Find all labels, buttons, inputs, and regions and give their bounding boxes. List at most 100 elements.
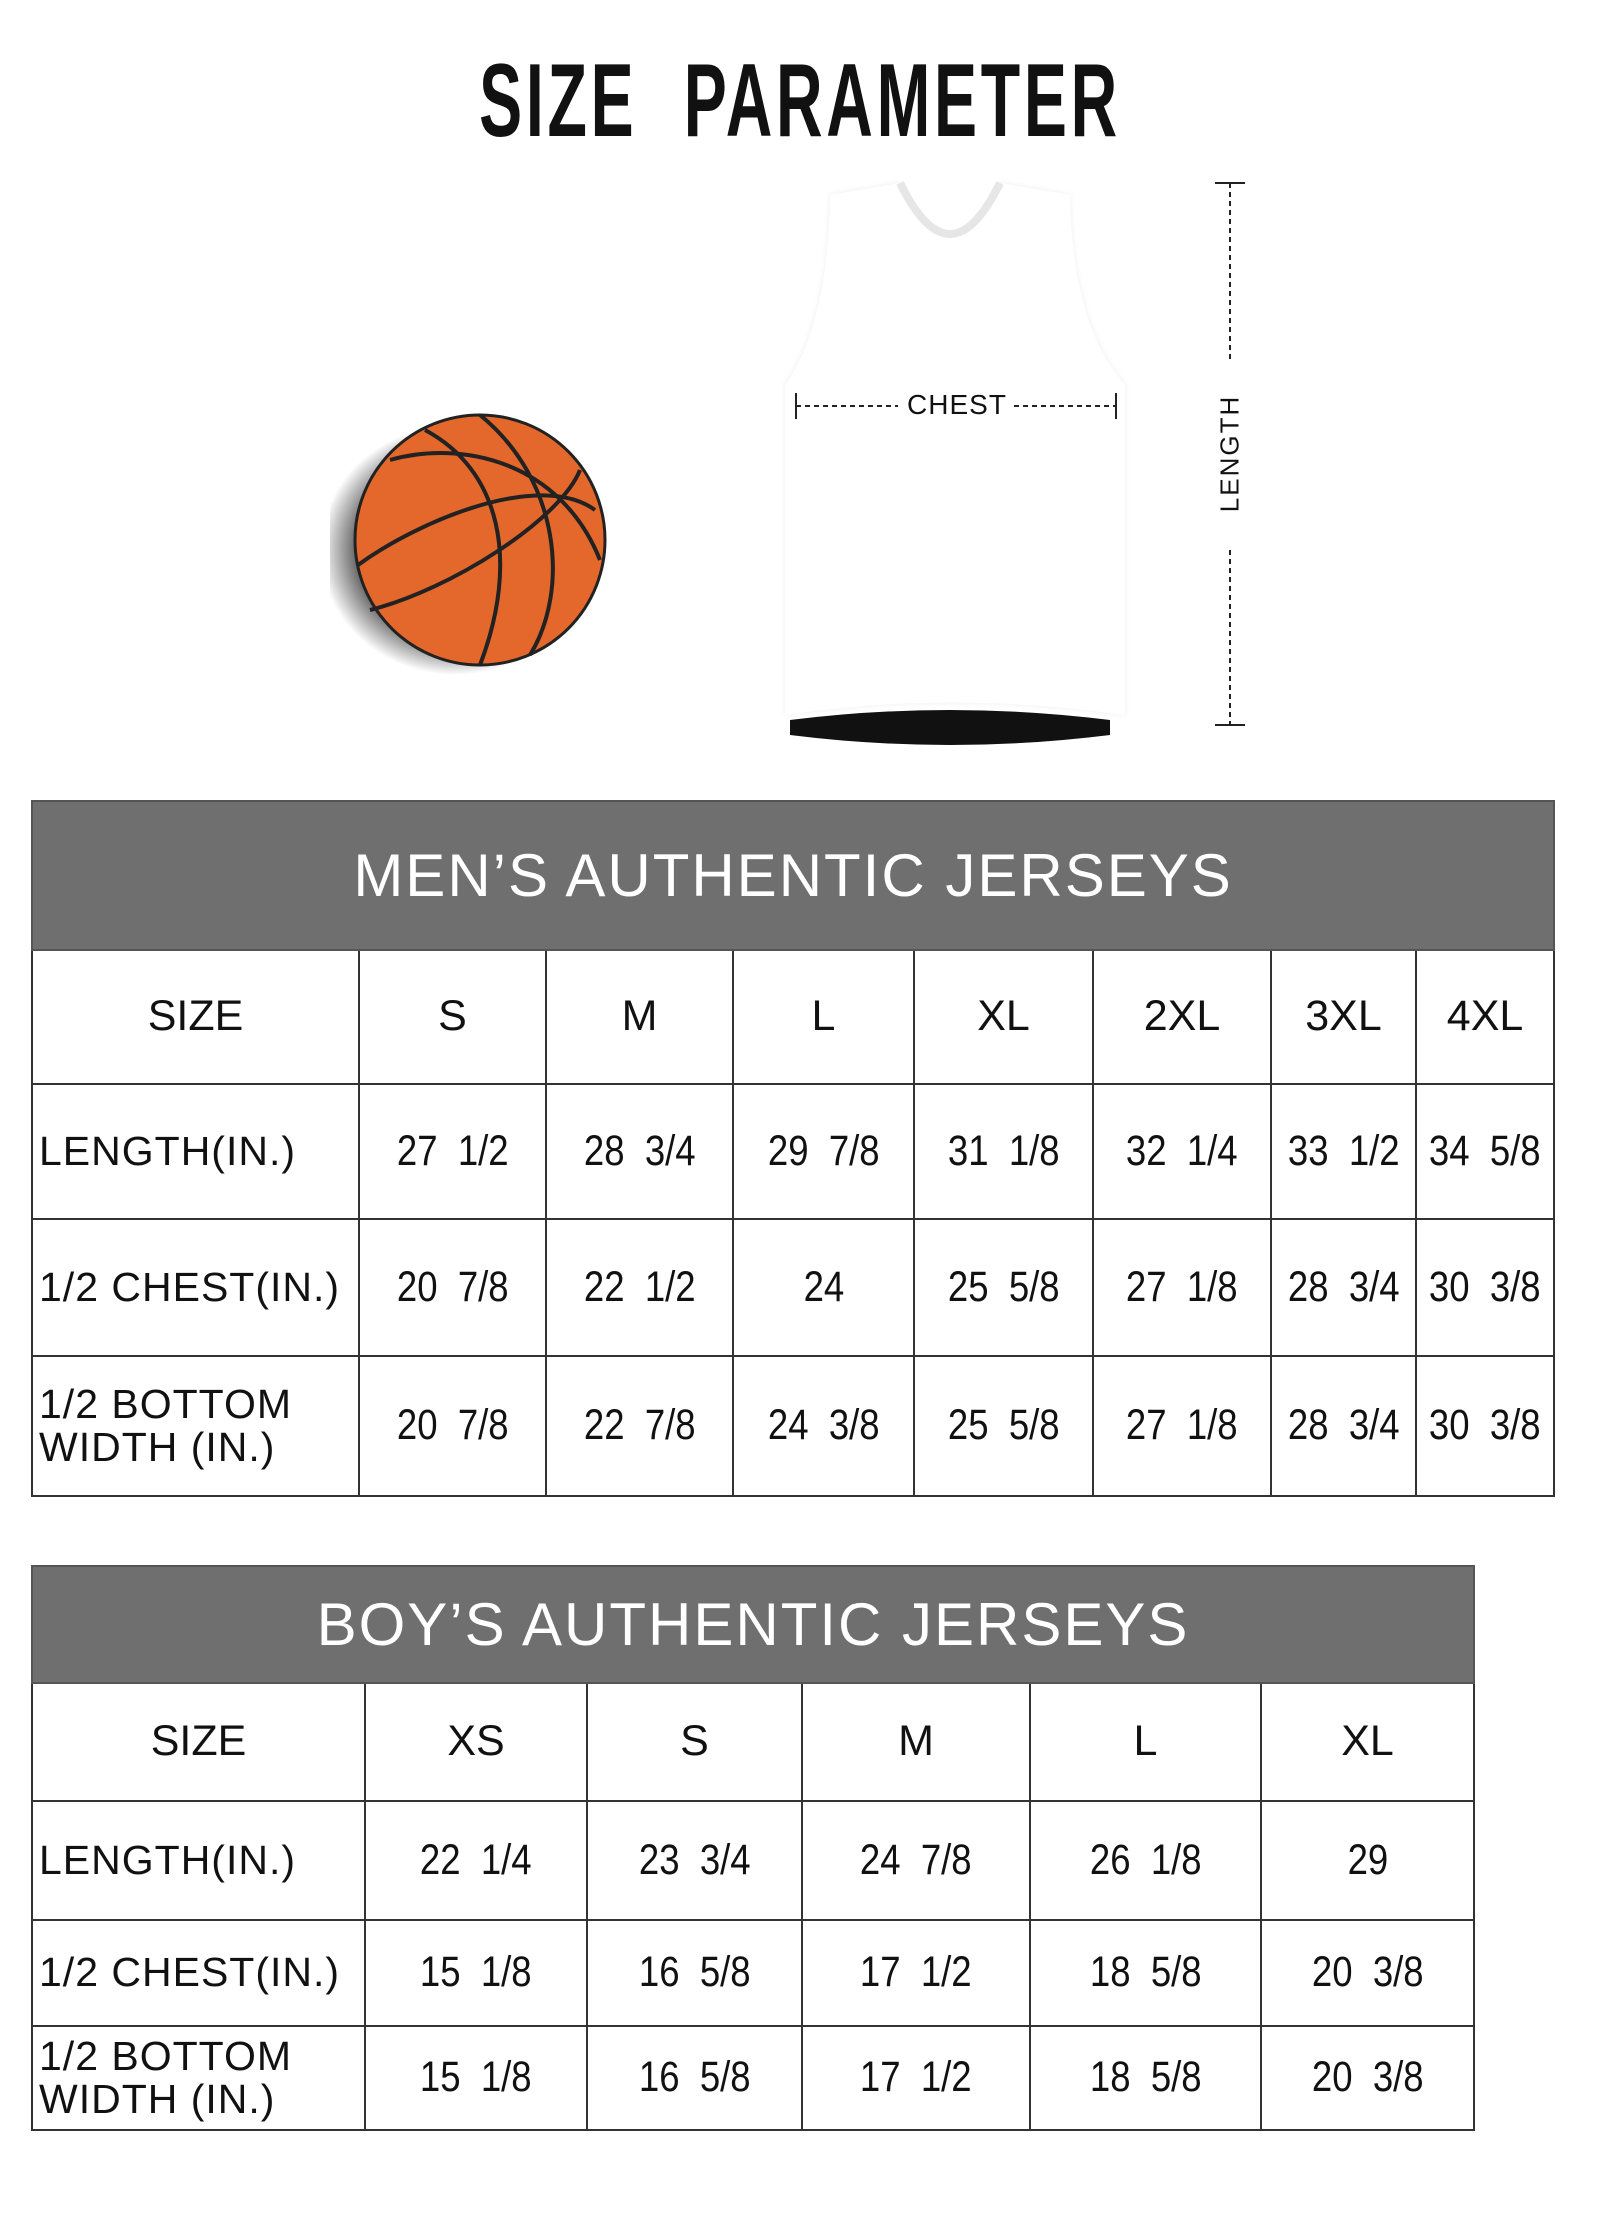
table-cell: 17 1/2 [801, 1919, 1031, 2027]
table-cell: 18 5/8 [1029, 2025, 1262, 2131]
table-cell: 23 3/4 [586, 1800, 803, 1921]
row-label: LENGTH(IN.) [31, 1083, 360, 1220]
table-row: 1/2 BOTTOM WIDTH (IN.) 15 1/8 16 5/8 17 1/2… [31, 2025, 1476, 2131]
cell-value: 17 1/2 [860, 2053, 972, 2102]
cell-value: 22 1/2 [583, 1262, 696, 1311]
size-column-header: XL [913, 949, 1094, 1085]
row-label: 1/2 BOTTOM WIDTH (IN.) [31, 1355, 360, 1497]
table-cell: 29 7/8 [732, 1083, 915, 1220]
cell-value: 27 1/8 [1126, 1401, 1238, 1450]
cell-value: 27 1/2 [396, 1126, 509, 1175]
mens-size-table: MEN’S AUTHENTIC JERSEYS SIZE S M L XL 2XL 3XL 4X… [30, 800, 1556, 1497]
table-cell: 27 1/8 [1092, 1355, 1272, 1497]
cell-value: 15 1/8 [420, 2053, 532, 2102]
row-label: 1/2 BOTTOM WIDTH (IN.) [31, 2025, 366, 2131]
cell-value: 20 3/8 [1311, 1948, 1424, 1997]
size-column-header: S [358, 949, 547, 1085]
cell-value: 33 1/2 [1287, 1126, 1400, 1175]
table-cell: 25 5/8 [913, 1355, 1094, 1497]
size-column-header: M [545, 949, 734, 1085]
cell-value: 25 5/8 [947, 1262, 1060, 1311]
table-cell: 33 1/2 [1270, 1083, 1417, 1220]
size-column-header: XS [364, 1682, 588, 1802]
cell-value: 20 7/8 [396, 1401, 509, 1450]
cell-value: 30 3/8 [1429, 1401, 1541, 1450]
size-column-header: S [586, 1682, 803, 1802]
table-cell: 22 7/8 [545, 1355, 734, 1497]
table-cell: 32 1/4 [1092, 1083, 1272, 1220]
cell-value: 24 3/8 [767, 1401, 880, 1450]
table-cell: 24 3/8 [732, 1355, 915, 1497]
cell-value: 30 3/8 [1429, 1262, 1541, 1311]
jersey-diagram: CHEST [780, 175, 1130, 745]
table-title-row: MEN’S AUTHENTIC JERSEYS [30, 800, 1556, 951]
table-cell: 27 1/8 [1092, 1218, 1272, 1357]
cell-value: 27 1/8 [1126, 1262, 1238, 1311]
cell-value: 20 3/8 [1311, 2053, 1424, 2102]
size-column-header: M [801, 1682, 1031, 1802]
cell-value: 17 1/2 [860, 1948, 972, 1997]
cell-value: 18 5/8 [1089, 2053, 1202, 2102]
table-cell: 20 7/8 [358, 1355, 547, 1497]
size-column-header: 4XL [1414, 949, 1556, 1085]
table-cell: 29 [1259, 1800, 1476, 1921]
table-row: LENGTH(IN.) 22 1/4 23 3/4 24 7/8 26 1/8 29 [31, 1800, 1476, 1921]
table-cell: 30 3/8 [1414, 1355, 1556, 1497]
basketball-icon [320, 400, 630, 690]
length-measure: LENGTH [1200, 180, 1260, 730]
table-cell: 24 7/8 [801, 1800, 1031, 1921]
cell-value: 16 5/8 [638, 1948, 751, 1997]
table-cell: 27 1/2 [358, 1083, 547, 1220]
table-row: 1/2 BOTTOM WIDTH (IN.) 20 7/8 22 7/8 24 3/8… [31, 1355, 1556, 1497]
cell-value: 20 7/8 [396, 1262, 509, 1311]
table-row: 1/2 CHEST(IN.) 15 1/8 16 5/8 17 1/2 18 5/8 20… [31, 1919, 1476, 2027]
table-cell: 26 1/8 [1029, 1800, 1262, 1921]
table-cell: 22 1/2 [545, 1218, 734, 1357]
table-title: BOY’S AUTHENTIC JERSEYS [30, 1565, 1476, 1684]
size-column-header: XL [1259, 1682, 1476, 1802]
table-cell: 24 [732, 1218, 915, 1357]
table-title: MEN’S AUTHENTIC JERSEYS [30, 800, 1556, 951]
cell-value: 32 1/4 [1126, 1126, 1238, 1175]
length-label: LENGTH [1214, 394, 1245, 513]
table-cell: 22 1/4 [364, 1800, 588, 1921]
table-cell: 28 3/4 [1270, 1355, 1417, 1497]
cell-value: 26 1/8 [1089, 1835, 1202, 1884]
cell-value: 23 3/4 [638, 1835, 751, 1884]
row-label: 1/2 CHEST(IN.) [31, 1218, 360, 1357]
table-cell: 16 5/8 [586, 1919, 803, 2027]
table-cell: 18 5/8 [1029, 1919, 1262, 2027]
size-header-row: SIZE S M L XL 2XL 3XL 4XL [31, 949, 1556, 1085]
table-cell: 15 1/8 [364, 2025, 588, 2131]
table-cell: 20 7/8 [358, 1218, 547, 1357]
page-title: SIZE PARAMETER [479, 43, 1121, 159]
table-title-row: BOY’S AUTHENTIC JERSEYS [30, 1565, 1476, 1684]
table-cell: 20 3/8 [1259, 2025, 1476, 2131]
table-cell: 15 1/8 [364, 1919, 588, 2027]
cell-value: 24 [803, 1262, 844, 1311]
row-label: 1/2 CHEST(IN.) [31, 1919, 366, 2027]
row-label: LENGTH(IN.) [31, 1800, 366, 1921]
size-label: SIZE [31, 949, 360, 1085]
size-column-header: L [1029, 1682, 1262, 1802]
table-row: LENGTH(IN.) 27 1/2 28 3/4 29 7/8 31 1/8 32 1/… [31, 1083, 1556, 1220]
size-column-header: 3XL [1270, 949, 1417, 1085]
cell-value: 34 5/8 [1429, 1126, 1541, 1175]
cell-value: 18 5/8 [1089, 1948, 1202, 1997]
cell-value: 31 1/8 [947, 1126, 1060, 1175]
cell-value: 22 7/8 [583, 1401, 696, 1450]
cell-value: 29 [1347, 1835, 1388, 1884]
table-cell: 28 3/4 [545, 1083, 734, 1220]
table-cell: 30 3/8 [1414, 1218, 1556, 1357]
size-column-header: 2XL [1092, 949, 1272, 1085]
boys-size-table: BOY’S AUTHENTIC JERSEYS SIZE XS S M L XL LENGTH… [30, 1565, 1476, 2131]
table-cell: 16 5/8 [586, 2025, 803, 2131]
cell-value: 29 7/8 [767, 1126, 880, 1175]
cell-value: 28 3/4 [1287, 1262, 1400, 1311]
cell-value: 22 1/4 [420, 1835, 532, 1884]
table-cell: 28 3/4 [1270, 1218, 1417, 1357]
size-header-row: SIZE XS S M L XL [31, 1682, 1476, 1802]
cell-value: 28 3/4 [583, 1126, 696, 1175]
cell-value: 15 1/8 [420, 1948, 532, 1997]
table-cell: 20 3/8 [1259, 1919, 1476, 2027]
